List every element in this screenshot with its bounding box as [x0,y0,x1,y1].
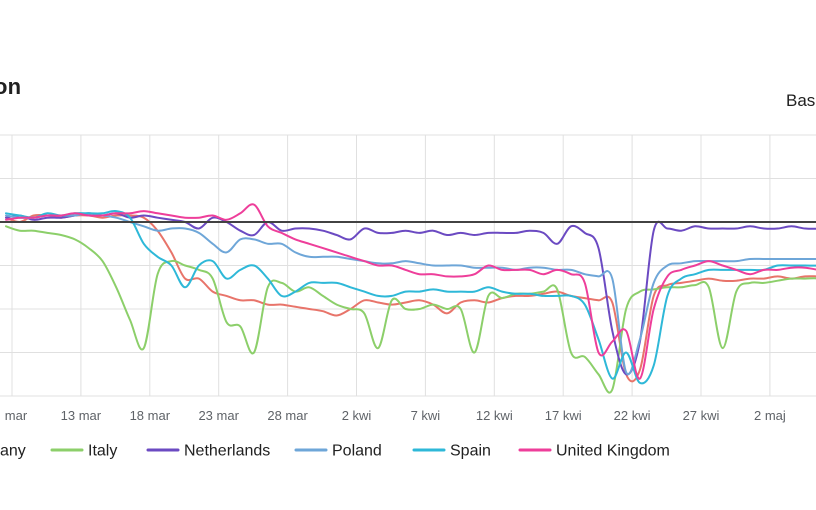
x-tick-label: 7 kwi [411,408,441,423]
x-tick-label: mar [5,408,28,423]
series-line-netherlands [5,212,816,376]
x-tick-label: 13 mar [61,408,102,423]
x-tick-label: 2 kwi [342,408,372,423]
x-tick-label: 17 kwi [545,408,582,423]
legend-label-spain: Spain [450,443,491,460]
x-tick-label: 22 kwi [614,408,651,423]
chart-grid [0,134,816,397]
legend-label-netherlands: Netherlands [184,443,270,460]
legend-label-poland: Poland [332,443,382,460]
legend-label-italy: Italy [88,443,117,460]
baseline-label: Bas [786,91,816,110]
x-axis-ticks: mar 13 mar 18 mar 23 mar 28 mar 2 kwi 7 kwi 12 … [5,408,786,423]
series-line-any [5,213,816,383]
series-line-italy [5,225,816,394]
x-tick-label: 28 mar [267,408,308,423]
series-line-united-kingdom [5,203,816,380]
chart-title: on [0,74,22,99]
legend-label-united-kingdom: United Kingdom [556,443,670,460]
x-tick-label: 18 mar [130,408,171,423]
x-tick-label: 27 kwi [683,408,720,423]
series-line-poland [5,212,816,376]
chart-legend: any Italy Netherlands Poland Spain United Kin… [0,443,670,460]
legend-label-any: any [0,443,26,460]
x-tick-label: 23 mar [198,408,239,423]
series-line-spain [5,209,816,385]
x-tick-label: 12 kwi [476,408,513,423]
x-tick-label: 2 maj [754,408,786,423]
chart-series [0,203,816,394]
